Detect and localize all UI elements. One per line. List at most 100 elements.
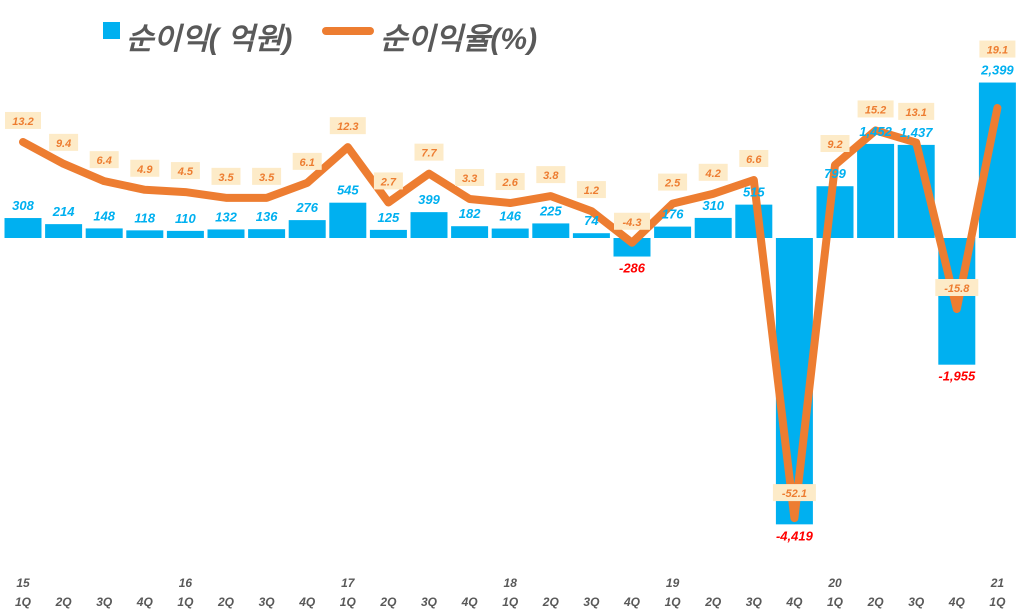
rate-label-bg	[211, 167, 241, 185]
rate-label-bg	[252, 167, 282, 185]
bar	[166, 230, 204, 238]
bar-data-label: 2,399	[980, 63, 1014, 78]
net-margin-line	[19, 103, 1002, 523]
bar-data-label: 1,452	[859, 124, 892, 139]
rate-label-bg	[495, 173, 525, 191]
x-tick-label: 1Q	[340, 595, 357, 609]
rate-data-label: 4.2	[705, 168, 721, 180]
bar-data-label: 399	[418, 192, 440, 207]
x-tick-label: 1Q	[177, 595, 194, 609]
rate-data-label: 15.2	[865, 104, 886, 116]
rate-data-label: 3.5	[259, 172, 275, 184]
legend-swatch-line	[322, 27, 374, 35]
x-year-label: 21	[990, 576, 1005, 590]
x-year-label: 19	[666, 576, 680, 590]
rate-data-label: 9.4	[56, 138, 71, 150]
bar-data-label: 74	[584, 213, 599, 228]
bar-data-label: -286	[619, 261, 646, 276]
x-tick-label: 3Q	[583, 595, 600, 609]
bar	[85, 228, 123, 238]
x-tick-label: 2Q	[867, 595, 885, 609]
rate-data-label: 2.6	[502, 177, 519, 189]
bar-data-label: 308	[12, 198, 34, 213]
x-year-label: 15	[16, 576, 30, 590]
rate-data-label: 9.2	[827, 139, 842, 151]
x-tick-label: 2Q	[542, 595, 560, 609]
rate-label-bg	[658, 173, 688, 191]
rate-data-label: -15.8	[944, 283, 970, 295]
rate-data-label: 6.4	[97, 155, 112, 167]
rate-data-label: 6.6	[746, 154, 762, 166]
x-year-label: 20	[827, 576, 842, 590]
x-tick-label: 4Q	[948, 595, 966, 609]
x-tick-label: 2Q	[704, 595, 722, 609]
legend-label-net-income: 순이익( 억원)	[126, 23, 293, 56]
legend-label-net-margin: 순이익율(%)	[380, 23, 538, 56]
bar-data-label: 110	[175, 211, 196, 226]
bar	[654, 226, 692, 238]
bar	[694, 217, 732, 238]
rate-label-bg	[170, 162, 200, 180]
x-tick-label: 2Q	[217, 595, 235, 609]
x-year-label: 16	[179, 576, 193, 590]
bar	[288, 220, 326, 238]
x-tick-label: 4Q	[461, 595, 479, 609]
rate-label-bg	[857, 100, 894, 118]
rate-data-label: 3.3	[462, 173, 477, 185]
bar-data-label: 148	[93, 208, 115, 223]
bar-data-label: 799	[824, 166, 846, 181]
bar-data-label: 176	[662, 207, 684, 222]
bar	[572, 233, 610, 238]
bar	[857, 143, 895, 238]
rate-label-bg	[772, 484, 816, 502]
x-tick-label: 3Q	[421, 595, 438, 609]
rate-data-label: -4.3	[623, 217, 642, 229]
rate-label-bg	[373, 172, 403, 190]
rate-data-label: 4.5	[177, 166, 194, 178]
rate-label-bg	[614, 212, 650, 230]
rate-data-label: 6.1	[300, 157, 315, 169]
bar-data-label: 118	[134, 210, 155, 225]
bar-data-label: -4,419	[776, 528, 814, 543]
x-year-label: 18	[504, 576, 518, 590]
rate-data-label: 3.8	[543, 170, 559, 182]
rate-label-bg	[49, 133, 79, 151]
rate-label-bg	[935, 279, 979, 297]
bar	[532, 223, 570, 238]
bar-data-label: 146	[499, 209, 521, 224]
x-tick-label: 1Q	[502, 595, 519, 609]
bar	[369, 229, 407, 238]
bar-data-label: 515	[743, 185, 765, 200]
x-tick-label: 1Q	[665, 595, 682, 609]
rate-label-bg	[292, 152, 322, 170]
bar	[248, 229, 286, 238]
rate-data-label: 7.7	[421, 148, 437, 160]
bar-data-label: 225	[539, 203, 562, 218]
x-tick-label: 2Q	[55, 595, 73, 609]
bar	[613, 238, 651, 257]
bar-data-label: 214	[52, 204, 75, 219]
bar-data-label: 545	[337, 183, 359, 198]
x-tick-label: 4Q	[785, 595, 803, 609]
x-tick-label: 1Q	[15, 595, 32, 609]
x-tick-label: 4Q	[136, 595, 154, 609]
rate-data-label: 13.2	[12, 116, 33, 128]
bar	[451, 226, 489, 238]
x-tick-label: 3Q	[259, 595, 276, 609]
rate-label-bg	[130, 159, 160, 177]
bar	[4, 218, 42, 238]
bar-data-label: 310	[702, 198, 724, 213]
x-tick-label: 3Q	[96, 595, 113, 609]
rate-data-label: 4.9	[136, 164, 153, 176]
x-tick-label: 4Q	[298, 595, 316, 609]
rate-label-bg	[89, 151, 119, 169]
x-tick-label: 1Q	[827, 595, 844, 609]
rate-label-bg	[898, 102, 935, 120]
rate-data-label: 1.2	[584, 185, 599, 197]
x-tick-label: 3Q	[746, 595, 763, 609]
rate-data-label: 3.5	[218, 172, 234, 184]
bar-data-label: 125	[378, 210, 400, 225]
x-tick-label: 2Q	[379, 595, 397, 609]
bar	[410, 212, 448, 238]
